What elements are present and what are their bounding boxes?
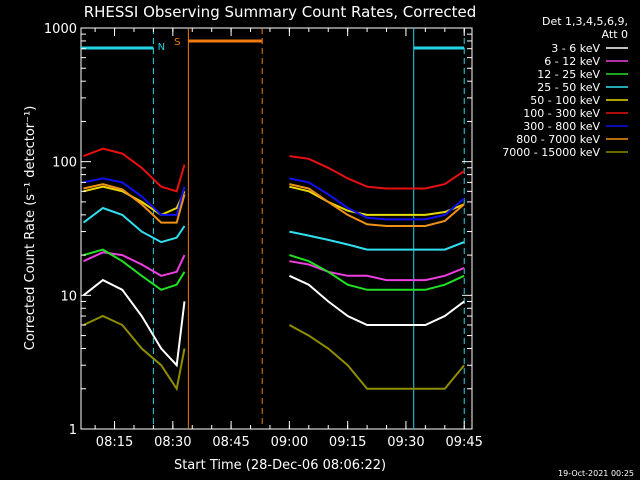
x-tick-label: 09:15 <box>329 435 366 450</box>
saa-label: S <box>174 37 180 48</box>
x-tick-label: 08:45 <box>212 435 249 450</box>
x-tick-label: 09:45 <box>445 435 482 450</box>
legend-label: 50 - 100 keV <box>530 94 600 107</box>
legend-label: 800 - 7000 keV <box>516 133 600 146</box>
series-line <box>288 274 465 326</box>
series-line <box>83 185 186 217</box>
legend-label: 7000 - 15000 keV <box>502 146 600 159</box>
series-line <box>82 278 186 368</box>
legend-label: 6 - 12 keV <box>544 55 600 68</box>
plot-frame <box>80 27 473 430</box>
x-axis-label: Start Time (28-Dec-06 08:06:22) <box>174 458 386 473</box>
legend-label: 12 - 25 keV <box>537 68 600 81</box>
night-label: N <box>158 42 165 53</box>
x-tick-label: 08:15 <box>96 435 133 450</box>
y-tick-label: 100 <box>52 156 77 171</box>
series-5 <box>83 185 465 217</box>
series-line <box>289 155 465 190</box>
series-line <box>289 254 465 291</box>
series-line <box>83 314 186 392</box>
series-7 <box>83 177 465 221</box>
chart-title: RHESSI Observing Summary Count Rates, Co… <box>84 3 477 21</box>
generation-date: 19-Oct-2021 00:25 <box>558 469 634 478</box>
series-6 <box>83 147 465 193</box>
series-layer <box>82 147 465 392</box>
series-line <box>289 260 465 282</box>
series-3 <box>83 248 465 291</box>
legend-header-2: Att 0 <box>602 28 628 41</box>
series-line <box>83 183 186 224</box>
series-line <box>289 185 465 216</box>
legend-label: 100 - 300 keV <box>523 107 600 120</box>
series-1 <box>82 274 465 368</box>
series-line <box>289 183 465 227</box>
plot-border <box>80 27 473 430</box>
y-tick-label: 10 <box>60 289 77 304</box>
axes-layer: 08:15 08:30 08:45 09:00 09:15 09:30 09:45 1 10 10… <box>44 22 483 450</box>
series-9 <box>83 314 465 392</box>
legend-label: 300 - 800 keV <box>523 120 600 133</box>
series-4 <box>82 206 465 251</box>
series-2 <box>83 251 465 282</box>
y-axis-label: Corrected Count Rate (s⁻¹ detector⁻¹) <box>23 106 38 351</box>
legend-header-1: Det 1,3,4,5,6,9, <box>542 15 628 28</box>
x-tick-label: 09:00 <box>271 435 308 450</box>
legend-label: 25 - 50 keV <box>537 81 600 94</box>
series-line <box>83 248 186 291</box>
series-line <box>83 147 186 193</box>
series-line <box>288 324 465 390</box>
x-tick-label: 08:30 <box>154 435 191 450</box>
series-8 <box>83 183 465 227</box>
y-tick-label: 1000 <box>44 22 77 37</box>
series-line <box>289 177 465 221</box>
y-tick-label: 1 <box>69 423 77 438</box>
x-tick-label: 09:30 <box>387 435 424 450</box>
series-line <box>83 177 186 216</box>
series-line <box>82 206 186 244</box>
legend-label: 3 - 6 keV <box>551 42 600 55</box>
series-line <box>289 230 465 251</box>
series-line <box>83 251 186 277</box>
